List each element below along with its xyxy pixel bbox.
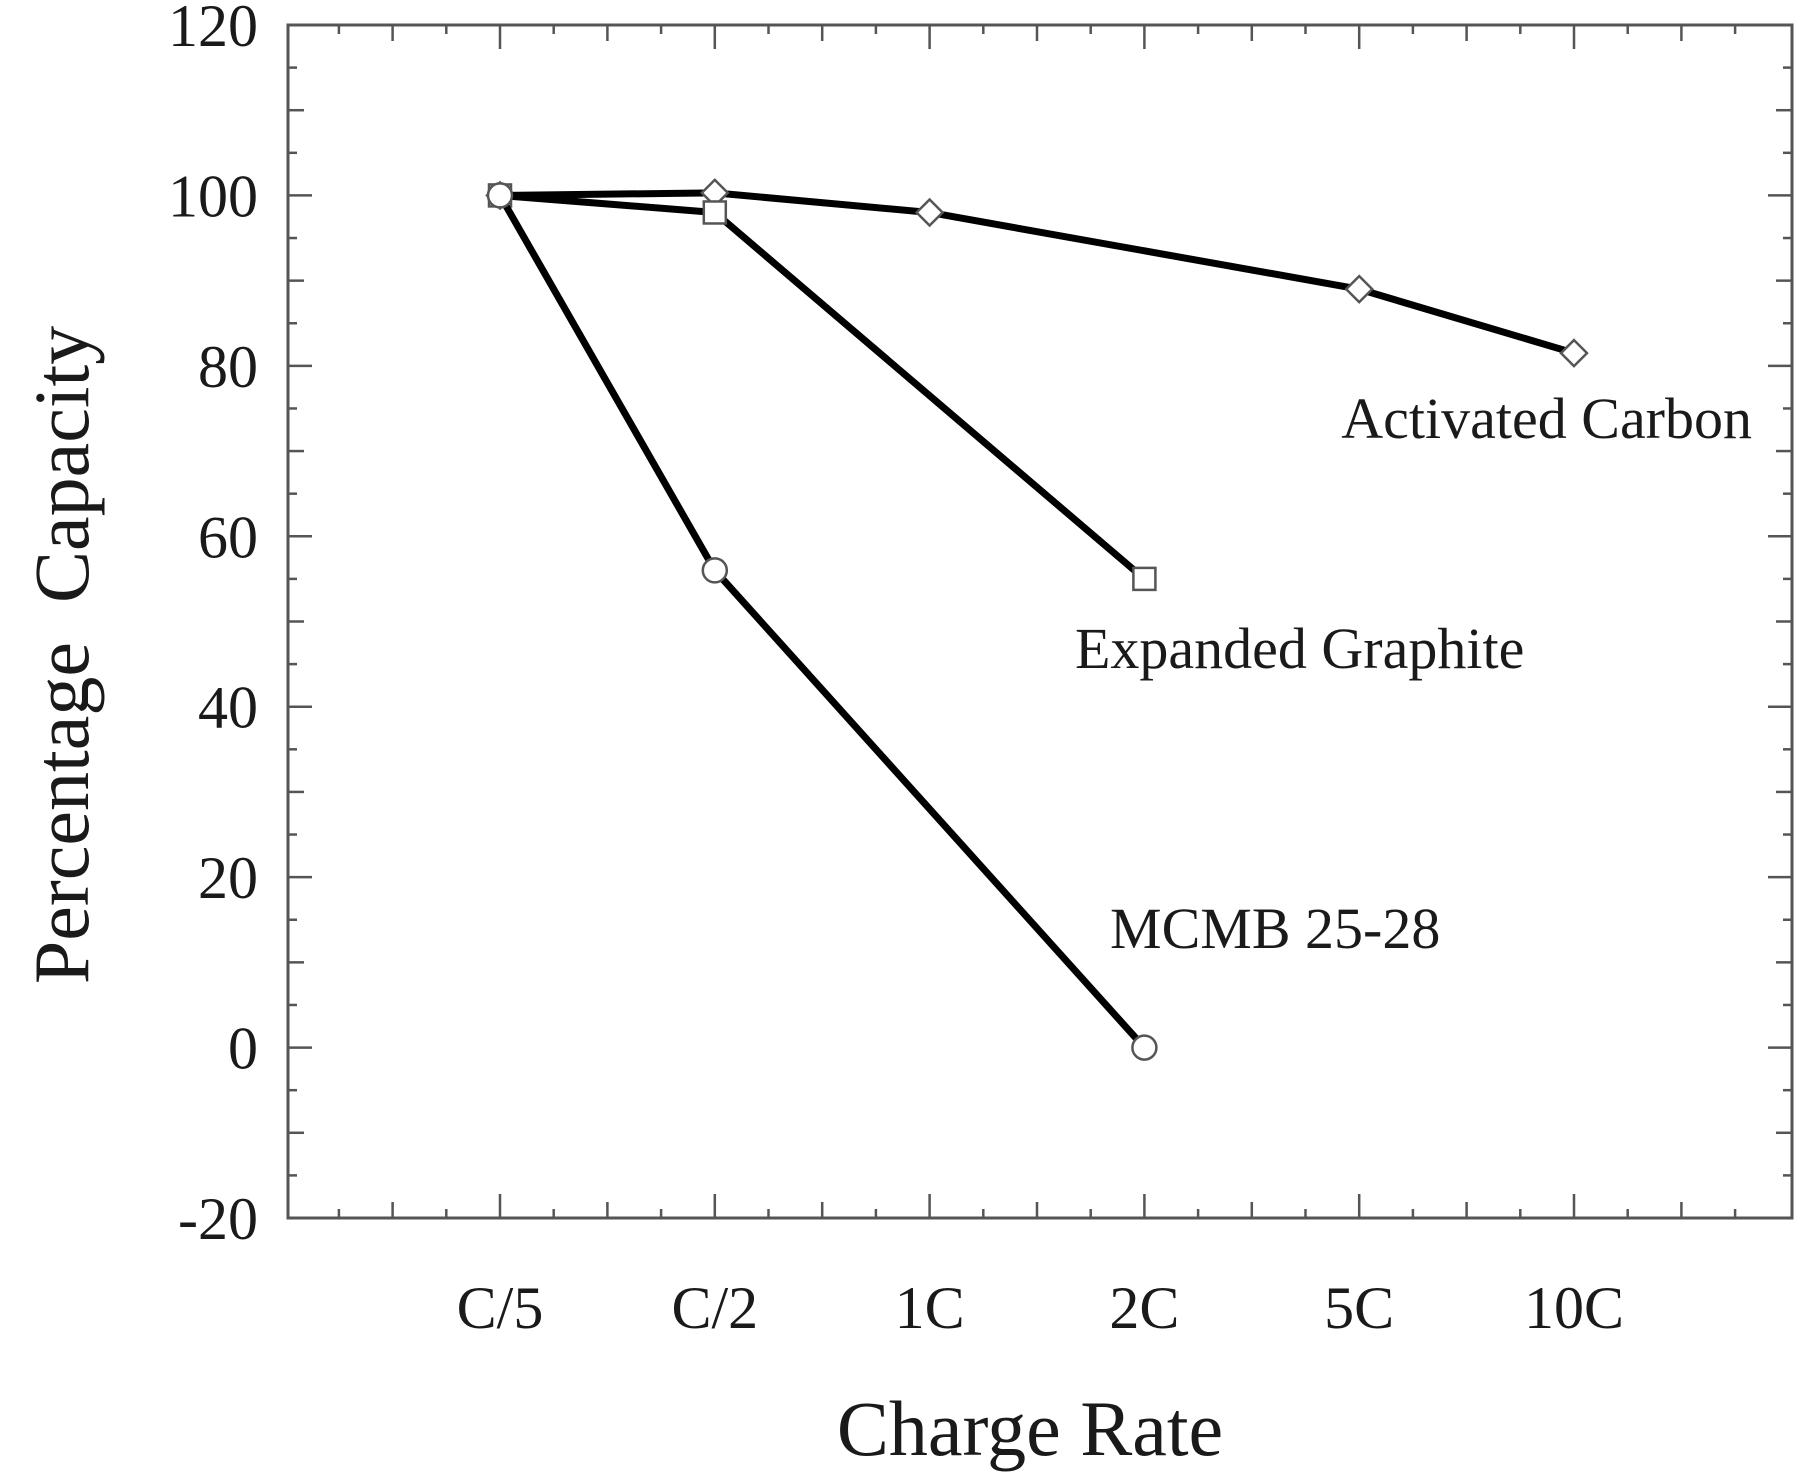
y-axis: -20 0 20 40 60 80 100 120 [168,0,1792,1252]
x-axis-title: Charge Rate [837,1385,1223,1472]
series-line-activated-carbon [496,189,1578,357]
x-tick-label: C/5 [457,1275,544,1341]
minor-ticks [288,25,1792,1218]
x-tick-label: 2C [1109,1275,1179,1341]
x-tick-label: C/2 [671,1275,758,1341]
series-label-expanded-graphite: Expanded Graphite [1075,616,1524,681]
y-tick-label: 40 [198,675,258,741]
x-tick-label: 5C [1324,1275,1394,1341]
y-tick-label: 0 [228,1016,258,1082]
data-point-mcmb-25-28 [701,557,729,584]
x-axis: C/5 C/2 1C 2C 5C 10C [457,25,1624,1341]
series-line-mcmb-25-28 [496,191,1148,1052]
data-point-activated-carbon [1559,338,1589,368]
data-point-mcmb-25-28 [486,182,514,209]
data-point-activated-carbon [1344,274,1374,304]
y-tick-label: 20 [198,845,258,911]
data-point-activated-carbon [914,197,945,228]
y-tick-label: 60 [198,504,258,570]
plot-border [286,23,1794,1220]
y-tick-label: 80 [198,334,258,400]
plot-frame [286,23,1794,1220]
data-point-expanded-graphite [702,200,728,225]
x-tick-label: 1C [895,1275,965,1341]
series-label-mcmb-25-28: MCMB 25-28 [1110,896,1440,961]
data-point-expanded-graphite [1132,566,1157,592]
y-tick-label: -20 [178,1186,258,1252]
y-tick-label: 100 [168,163,258,229]
series-group [485,178,1589,1061]
data-point-mcmb-25-28 [1131,1034,1158,1061]
x-tick-label: 10C [1524,1275,1624,1341]
series-labels: Activated Carbon Expanded Graphite MCMB 25… [1075,386,1752,961]
y-axis-title: Percentage Capacity [18,326,105,984]
series-line-expanded-graphite [496,191,1148,583]
series-label-activated-carbon: Activated Carbon [1341,386,1752,451]
y-tick-label: 120 [168,0,258,59]
